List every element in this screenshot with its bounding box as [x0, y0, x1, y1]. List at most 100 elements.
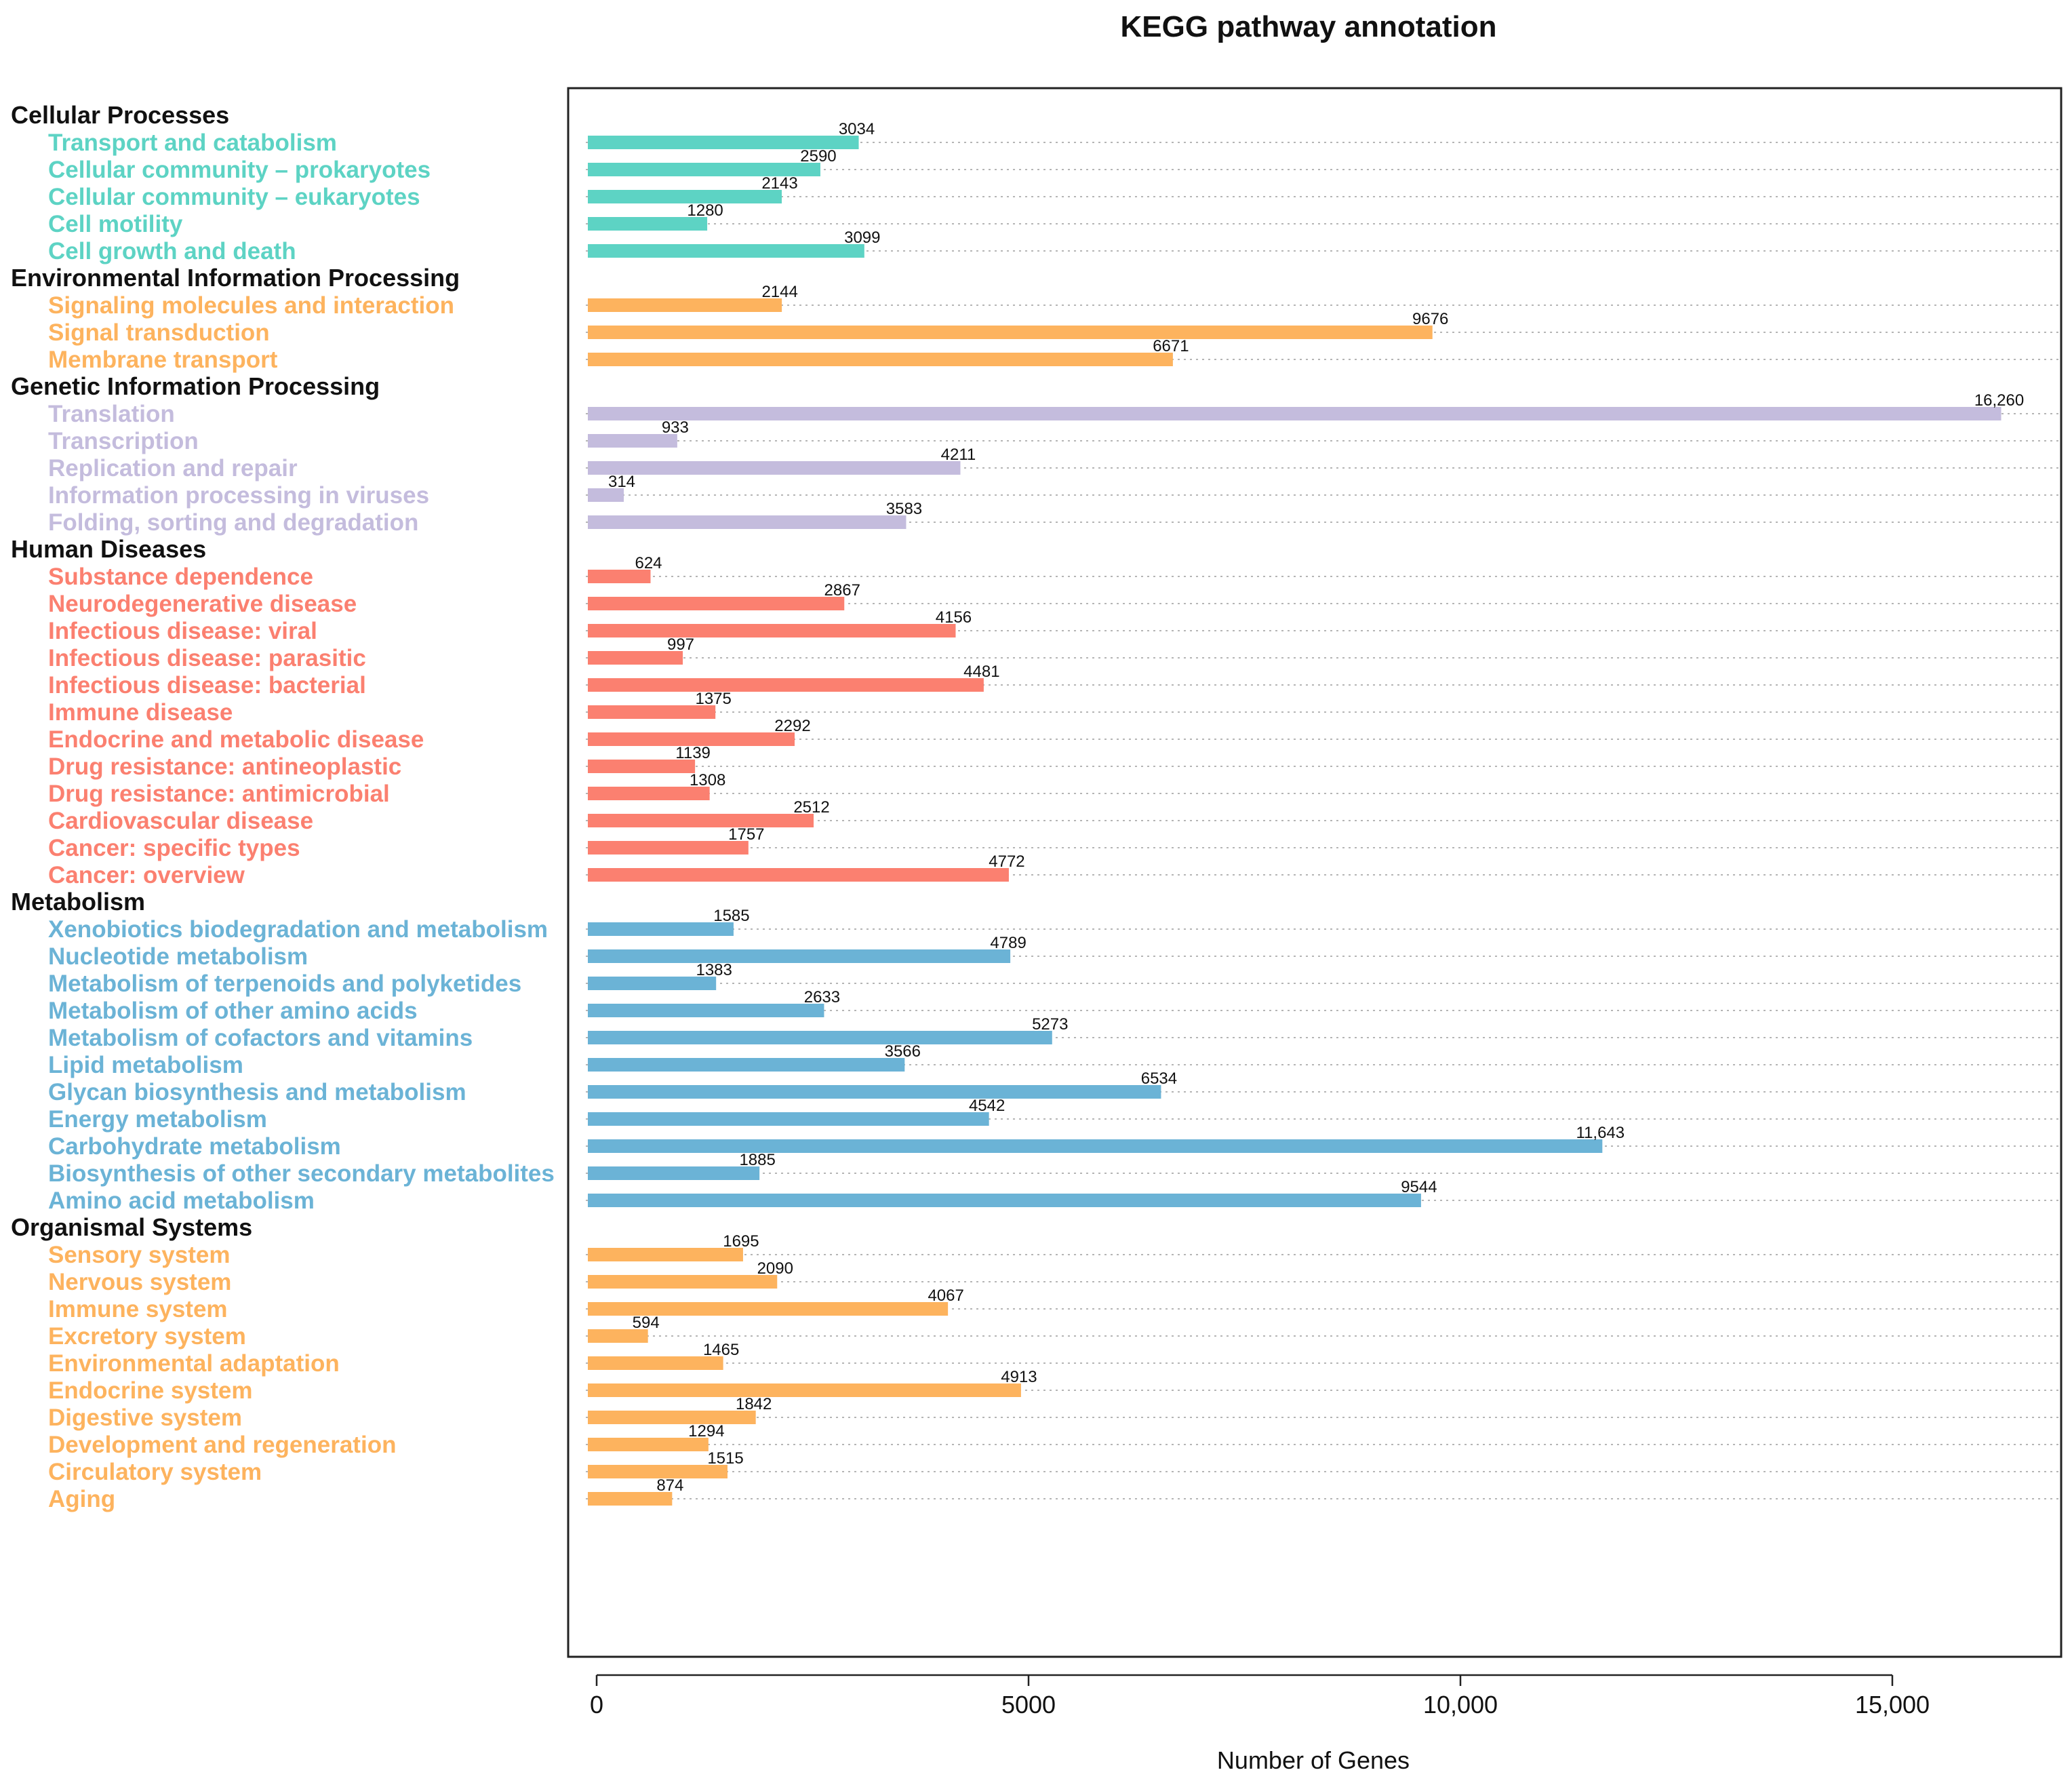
bar-infectious-disease-bacterial — [588, 678, 984, 692]
bar-cellular-community-eukaryotes — [588, 190, 782, 203]
bar-circulatory-system — [588, 1465, 728, 1478]
bar-information-processing-in-viruses — [588, 488, 624, 502]
category-label-cellular-community-prokaryotes: Cellular community – prokaryotes — [48, 157, 431, 183]
value-label-metabolism-of-cofactors-and-vitamins: 5273 — [1032, 1015, 1068, 1034]
bar-aging — [588, 1492, 673, 1506]
bar-membrane-transport — [588, 353, 1173, 366]
bar-translation — [588, 407, 2001, 420]
bar-cancer-overview — [588, 868, 1009, 882]
bar-energy-metabolism — [588, 1112, 989, 1126]
value-label-infectious-disease-parasitic: 997 — [667, 635, 694, 654]
value-label-sensory-system: 1695 — [723, 1232, 759, 1251]
group-label-metabolism: Metabolism — [11, 888, 145, 916]
category-label-metabolism-of-other-amino-acids: Metabolism of other amino acids — [48, 998, 418, 1024]
category-label-lipid-metabolism: Lipid metabolism — [48, 1052, 243, 1078]
category-label-cell-motility: Cell motility — [48, 211, 183, 237]
value-label-excretory-system: 594 — [633, 1314, 660, 1332]
category-label-metabolism-of-terpenoids-and-polyketides: Metabolism of terpenoids and polyketides — [48, 970, 521, 997]
category-label-signaling-molecules-and-interaction: Signaling molecules and interaction — [48, 292, 454, 319]
value-label-environmental-adaptation: 1465 — [703, 1341, 739, 1359]
category-label-infectious-disease-parasitic: Infectious disease: parasitic — [48, 645, 366, 671]
x-tick-label: 15,000 — [1855, 1691, 1930, 1719]
value-label-translation: 16,260 — [1974, 391, 2024, 410]
category-label-endocrine-and-metabolic-disease: Endocrine and metabolic disease — [48, 726, 424, 753]
value-label-lipid-metabolism: 3566 — [885, 1042, 921, 1061]
value-label-folding-sorting-and-degradation: 3583 — [886, 500, 922, 518]
x-tick-label: 10,000 — [1423, 1691, 1498, 1719]
x-axis-title: Number of Genes — [1217, 1746, 1410, 1774]
value-label-infectious-disease-viral: 4156 — [936, 608, 972, 627]
bar-cancer-specific-types — [588, 841, 749, 855]
bar-signaling-molecules-and-interaction — [588, 298, 782, 312]
category-label-signal-transduction: Signal transduction — [48, 319, 270, 346]
bar-immune-disease — [588, 705, 716, 719]
value-label-drug-resistance-antineoplastic: 1139 — [675, 744, 711, 762]
category-label-cell-growth-and-death: Cell growth and death — [48, 238, 296, 264]
bar-transport-and-catabolism — [588, 136, 859, 149]
bar-substance-dependence — [588, 570, 651, 583]
category-label-development-and-regeneration: Development and regeneration — [48, 1432, 396, 1458]
group-label-genetic-information-processing: Genetic Information Processing — [11, 372, 380, 400]
bar-nucleotide-metabolism — [588, 949, 1011, 963]
group-label-organismal-systems: Organismal Systems — [11, 1213, 252, 1241]
value-label-signaling-molecules-and-interaction: 2144 — [761, 283, 797, 301]
category-label-sensory-system: Sensory system — [48, 1242, 230, 1268]
bar-cardiovascular-disease — [588, 814, 814, 827]
value-label-energy-metabolism: 4542 — [969, 1097, 1005, 1115]
bar-glycan-biosynthesis-and-metabolism — [588, 1085, 1161, 1099]
value-label-glycan-biosynthesis-and-metabolism: 6534 — [1141, 1069, 1177, 1088]
category-label-carbohydrate-metabolism: Carbohydrate metabolism — [48, 1133, 341, 1160]
value-label-aging: 874 — [656, 1476, 683, 1495]
category-label-replication-and-repair: Replication and repair — [48, 455, 298, 482]
category-label-amino-acid-metabolism: Amino acid metabolism — [48, 1187, 315, 1214]
category-label-biosynthesis-of-other-secondary-metabolites: Biosynthesis of other secondary metaboli… — [48, 1160, 555, 1187]
category-label-folding-sorting-and-degradation: Folding, sorting and degradation — [48, 509, 418, 536]
category-label-circulatory-system: Circulatory system — [48, 1459, 262, 1485]
bar-metabolism-of-cofactors-and-vitamins — [588, 1031, 1052, 1044]
value-label-cell-motility: 1280 — [687, 201, 723, 220]
category-label-substance-dependence: Substance dependence — [48, 564, 313, 590]
category-label-aging: Aging — [48, 1486, 115, 1512]
bar-environmental-adaptation — [588, 1356, 723, 1370]
x-axis: 0 5000 10,000 15,000 — [590, 1674, 1930, 1719]
group-label-human-diseases: Human Diseases — [11, 535, 206, 563]
value-label-biosynthesis-of-other-secondary-metabolites: 1885 — [739, 1151, 775, 1169]
group-label-cellular-processes: Cellular Processes — [11, 101, 229, 129]
category-label-endocrine-system: Endocrine system — [48, 1377, 253, 1404]
value-label-replication-and-repair: 4211 — [941, 446, 976, 464]
category-label-immune-system: Immune system — [48, 1296, 228, 1322]
bar-carbohydrate-metabolism — [588, 1139, 1603, 1153]
category-label-information-processing-in-viruses: Information processing in viruses — [48, 482, 429, 509]
category-label-energy-metabolism: Energy metabolism — [48, 1106, 267, 1133]
category-label-neurodegenerative-disease: Neurodegenerative disease — [48, 591, 357, 617]
value-label-immune-system: 4067 — [928, 1287, 963, 1305]
bar-metabolism-of-terpenoids-and-polyketides — [588, 977, 717, 990]
bar-immune-system — [588, 1302, 949, 1316]
value-label-transcription: 933 — [662, 418, 689, 437]
value-label-cell-growth-and-death: 3099 — [844, 229, 880, 247]
bar-infectious-disease-viral — [588, 624, 956, 637]
bar-neurodegenerative-disease — [588, 597, 845, 610]
value-label-signal-transduction: 9676 — [1412, 310, 1448, 328]
value-label-digestive-system: 1842 — [736, 1395, 772, 1413]
category-label-infectious-disease-viral: Infectious disease: viral — [48, 618, 317, 644]
bar-digestive-system — [588, 1411, 756, 1424]
value-label-nucleotide-metabolism: 4789 — [990, 934, 1026, 952]
category-label-glycan-biosynthesis-and-metabolism: Glycan biosynthesis and metabolism — [48, 1079, 466, 1105]
bar-lipid-metabolism — [588, 1058, 905, 1072]
bar-xenobiotics-biodegradation-and-metabolism — [588, 922, 734, 936]
category-label-immune-disease: Immune disease — [48, 699, 233, 726]
value-label-immune-disease: 1375 — [695, 690, 731, 708]
value-label-metabolism-of-terpenoids-and-polyketides: 1383 — [696, 961, 732, 979]
category-label-drug-resistance-antineoplastic: Drug resistance: antineoplastic — [48, 753, 401, 780]
category-label-membrane-transport: Membrane transport — [48, 347, 278, 373]
value-label-infectious-disease-bacterial: 4481 — [963, 663, 999, 681]
category-label-excretory-system: Excretory system — [48, 1323, 246, 1350]
bar-replication-and-repair — [588, 461, 961, 475]
bar-signal-transduction — [588, 326, 1433, 339]
category-label-infectious-disease-bacterial: Infectious disease: bacterial — [48, 672, 366, 699]
chart-title: KEGG pathway annotation — [1121, 10, 1497, 43]
category-label-cancer-specific-types: Cancer: specific types — [48, 835, 300, 861]
